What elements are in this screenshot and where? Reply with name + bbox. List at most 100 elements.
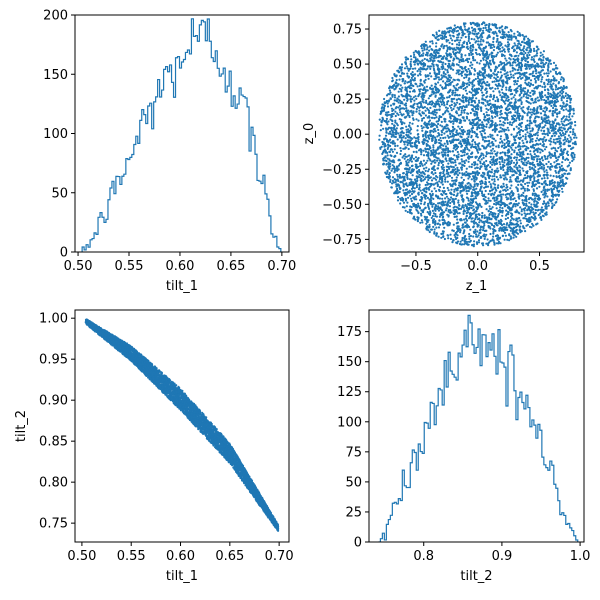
scatter-point [437,235,440,238]
scatter-point [565,169,568,172]
scatter-point [478,126,481,130]
scatter-point [426,46,429,49]
scatter-point [381,143,385,146]
scatter-point [415,186,418,189]
scatter-point [466,117,469,120]
scatter-point [541,156,544,159]
scatter-point [408,121,411,124]
scatter-point [444,180,447,183]
scatter-point [563,120,566,123]
scatter-point [402,154,405,157]
scatter-point [498,106,501,109]
scatter-point [522,191,525,194]
scatter-point [446,180,449,183]
scatter-point [544,133,547,136]
scatter-point [555,200,558,204]
scatter-point [438,172,442,175]
scatter-point [473,123,477,126]
scatter-point [471,32,474,35]
scatter-point [400,90,403,93]
scatter-point [478,29,481,32]
scatter-point [479,219,482,222]
scatter-point [456,29,460,32]
scatter-point [456,240,460,243]
scatter-point [465,214,468,217]
scatter-point [516,111,519,114]
scatter-point [518,117,521,120]
scatter-point [389,130,392,133]
scatter-point [393,124,396,128]
scatter-point [515,223,519,226]
scatter-point [524,42,527,45]
scatter-point [493,183,497,186]
scatter-point [483,237,486,240]
scatter-point [418,168,421,172]
scatter-point [423,48,426,51]
scatter-point [497,144,500,147]
scatter-point [427,120,431,123]
scatter-point [566,137,569,141]
scatter-point [468,133,471,136]
scatter-point [464,221,467,224]
scatter-point [470,178,473,181]
scatter-point [458,41,461,44]
scatter-point [414,165,417,168]
scatter-point [532,47,536,51]
scatter-point [455,206,458,209]
scatter-point [474,93,477,96]
scatter-point [386,123,389,126]
scatter-point [550,135,554,138]
scatter-point [484,155,488,158]
scatter-point [504,102,507,105]
scatter-point [417,63,420,66]
scatter-point [518,32,521,35]
scatter-point [509,64,512,67]
scatter-point [504,99,507,102]
scatter-point [568,112,572,115]
scatter-point [489,239,492,242]
scatter-point [529,95,532,98]
scatter-point [533,163,536,167]
scatter-point [428,230,431,234]
scatter-point [430,228,433,231]
scatter-point [411,122,414,125]
scatter-point [469,228,472,231]
scatter-point [497,82,500,85]
scatter-point [402,185,405,188]
scatter-point [471,83,474,86]
scatter-point [391,141,394,144]
scatter-point [394,133,398,136]
scatter-point [503,48,506,51]
scatter-point [537,48,540,51]
scatter-point [422,159,425,162]
scatter-point [412,84,415,88]
scatter-point [469,111,472,115]
scatter-point [423,187,426,190]
scatter-point [469,64,472,67]
scatter-point [490,95,493,98]
scatter-point [501,28,504,31]
scatter-point [391,179,394,182]
scatter-point [519,98,522,101]
scatter-point [481,162,484,166]
scatter-point [473,68,476,71]
scatter-point [433,228,436,231]
scatter-point [467,240,471,243]
scatter-point [427,60,430,63]
scatter-point [467,197,470,200]
scatter-point [395,165,399,168]
scatter-point [502,66,505,69]
scatter-point [435,215,438,218]
scatter-point [426,196,429,199]
scatter-point [521,76,524,79]
scatter-point [417,204,420,207]
scatter-point [471,201,474,205]
scatter-point [498,117,501,120]
scatter-point [515,91,518,94]
scatter-point [409,132,412,135]
scatter-point [545,61,548,64]
scatter-point [530,65,533,68]
scatter-point [407,131,411,134]
scatter-point [533,49,536,53]
scatter-point [492,232,495,235]
